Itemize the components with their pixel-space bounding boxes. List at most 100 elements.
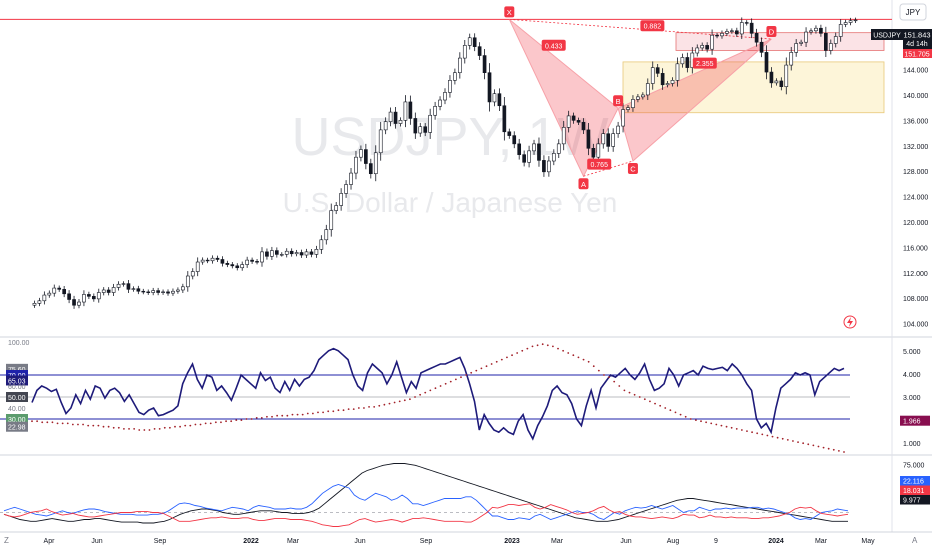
rsi-dot (255, 417, 258, 419)
price-tick-label: 144.000 (903, 68, 928, 75)
candle-body (205, 259, 210, 262)
pattern-point-label: C (630, 165, 636, 174)
rsi-axis-tick: 40.00 (8, 406, 26, 413)
rsi-dot (51, 421, 54, 424)
candle-body (551, 153, 556, 162)
candle-body (111, 287, 116, 293)
rsi-dot (184, 424, 187, 427)
rsi-dot (409, 398, 411, 401)
rsi-dot (439, 385, 442, 387)
candle-body (265, 251, 269, 257)
rsi-dot (751, 431, 753, 434)
candle-body (853, 19, 858, 22)
rsi-dot (61, 422, 64, 425)
rsi-dot (163, 426, 166, 429)
auto-scale-icon[interactable]: A (912, 536, 918, 545)
rsi-level-box (6, 375, 28, 386)
candle-body (161, 291, 165, 293)
rsi-dot (276, 414, 279, 417)
candle-body (700, 45, 705, 49)
rsi-axis-tick: 60.00 (8, 384, 26, 391)
rsi-dot (664, 407, 667, 409)
rsi-dot (720, 424, 723, 427)
pattern-ratio-label: 0.882 (644, 24, 662, 31)
rsi-dot (123, 428, 125, 430)
pattern-ratio-box (587, 158, 612, 170)
rsi-dot (317, 411, 319, 414)
time-tick-label: 2023 (504, 538, 520, 545)
time-tick-label: Jun (620, 538, 631, 545)
rsi-dot (628, 391, 631, 394)
rsi-dot (557, 347, 559, 350)
rsi-dot (776, 436, 779, 439)
candle-body (388, 111, 393, 122)
rsi-dot (337, 409, 340, 412)
dmi-right-tick: 75.000 (903, 462, 925, 469)
candle-body (833, 36, 838, 44)
candle-body (304, 251, 309, 256)
pattern-point-label: B (616, 97, 621, 106)
candle-body (359, 149, 363, 158)
candle-body (848, 20, 853, 23)
time-tick-label: Jun (354, 538, 365, 545)
pattern-ratio-label: 0.433 (545, 43, 563, 50)
rsi-dot (311, 412, 314, 415)
rsi-dot (352, 408, 355, 410)
candle-body (354, 156, 358, 174)
candle-body (309, 251, 314, 255)
candle-body (428, 114, 432, 133)
rsi-dot (460, 376, 462, 379)
lightning-icon[interactable] (843, 315, 857, 329)
candle-body (270, 250, 274, 257)
price-tick-label: 140.000 (903, 93, 928, 100)
candle-body (443, 92, 447, 101)
rsi-dot (771, 435, 774, 438)
candle-body (393, 111, 398, 124)
rsi-dot (388, 402, 391, 405)
timezone-z-icon[interactable]: Z (4, 536, 9, 545)
rsi-dot (240, 419, 243, 421)
price-tick-label: 132.000 (903, 144, 928, 151)
candle-body (819, 27, 823, 34)
candle-body (82, 294, 86, 303)
candle-body (720, 33, 724, 37)
description-watermark: U.S. Dollar / Japanese Yen (283, 187, 618, 218)
candle-body (606, 133, 611, 147)
pattern-ratio-box (541, 39, 566, 51)
candle-body (497, 93, 502, 107)
rsi-dot (419, 393, 422, 396)
candle-body (561, 127, 566, 145)
candle-body (225, 262, 230, 265)
candle-body (665, 83, 670, 86)
rsi-dot (148, 429, 151, 431)
candle-body (106, 289, 111, 293)
candle-body (764, 52, 769, 73)
candle-body (96, 292, 101, 300)
candle-body (240, 264, 245, 269)
rsi-dot (31, 420, 33, 423)
rsi-level-box (6, 370, 28, 380)
candle-body (294, 252, 299, 255)
rsi-dot (82, 423, 84, 426)
rsi-dot (705, 421, 708, 424)
rsi-dot (143, 429, 146, 431)
rsi-dot (843, 451, 845, 453)
pattern-point-box (627, 163, 638, 175)
candle-body (185, 275, 190, 288)
rsi-dot (66, 422, 69, 425)
rsi-dot (383, 403, 386, 406)
pattern-point-label: A (581, 180, 586, 189)
rsi-dot (643, 398, 646, 401)
candle-body (804, 31, 808, 43)
candle-body (749, 22, 754, 34)
candle-body (116, 283, 121, 288)
rsi-dot (715, 423, 718, 426)
candle-body (398, 120, 403, 124)
rsi-dot (403, 399, 406, 402)
rsi-dot (133, 428, 136, 430)
rsi-dot (373, 406, 376, 408)
rsi-dot (832, 448, 835, 451)
rsi-dot (802, 442, 805, 445)
rsi-dot (623, 389, 626, 392)
currency-label[interactable]: JPY (906, 8, 921, 17)
